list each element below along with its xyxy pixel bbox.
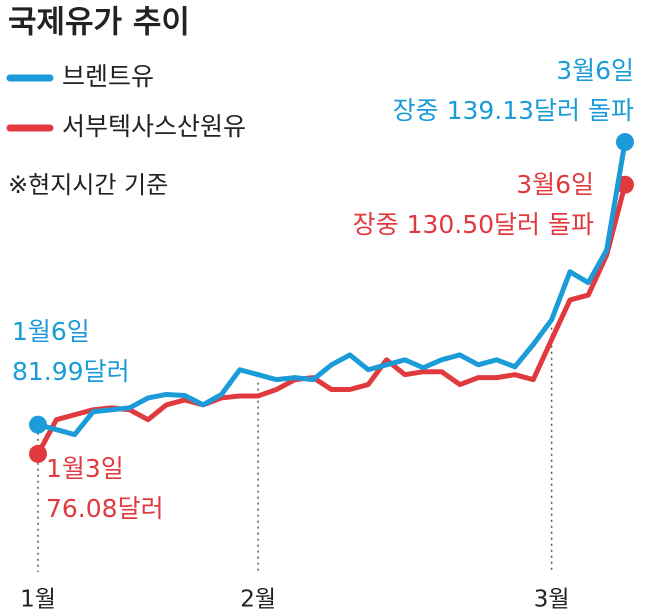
note: ※현지시간 기준: [8, 171, 168, 199]
legend-label: 브렌트유: [62, 62, 154, 91]
x-tick-label: 3월: [534, 587, 570, 613]
series-line: [37, 141, 628, 438]
chart-title: 국제유가 추이: [8, 5, 190, 41]
annotation: 3월6일: [556, 56, 634, 85]
endpoint-marker: [616, 133, 634, 152]
annotation: 81.99달러: [12, 357, 130, 386]
x-tick-label: 1월: [20, 587, 56, 613]
annotation: 장중 139.13달러 돌파: [393, 96, 634, 125]
endpoint-marker: [29, 444, 47, 463]
endpoint-marker: [29, 415, 47, 434]
series-line: [35, 184, 628, 456]
annotation: 1월6일: [12, 317, 90, 346]
annotation: 장중 130.50달러 돌파: [353, 210, 594, 239]
annotation: 76.08달러: [46, 494, 164, 523]
annotation: 3월6일: [516, 170, 594, 199]
x-tick-label: 2월: [240, 587, 276, 613]
annotation: 1월3일: [46, 454, 124, 483]
legend-label: 서부텍사스산원유: [62, 112, 246, 141]
